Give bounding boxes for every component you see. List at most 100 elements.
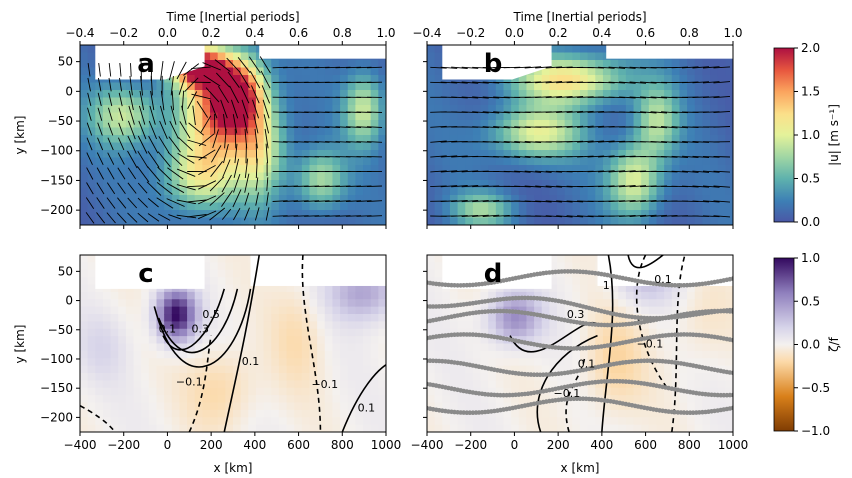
panel-a-field xyxy=(80,45,386,225)
time-tick-label: −0.2 xyxy=(456,26,485,40)
contour-label: 0.3 xyxy=(191,323,209,336)
contour-label: 0.5 xyxy=(202,308,220,321)
contour-line xyxy=(157,288,239,354)
colorbar-tick-label: 1.0 xyxy=(801,251,820,265)
panel-letter-b: b xyxy=(484,49,503,79)
time-tick-label: 0.4 xyxy=(592,26,611,40)
contour-label: −0.1 xyxy=(176,375,203,388)
panel-a-frame xyxy=(79,44,387,226)
ytick-label: −100 xyxy=(40,352,73,366)
panel-c-field xyxy=(80,255,386,432)
colorbar-tick-label: 0.5 xyxy=(801,294,820,308)
ytick-label: 0 xyxy=(65,294,73,308)
xtick-label: 1000 xyxy=(718,438,749,452)
colorbar-tick-label: 0.5 xyxy=(801,172,820,186)
time-tick-label: −0.4 xyxy=(65,26,94,40)
top-xlabel-right: Time [Inertial periods] xyxy=(512,10,646,24)
colorbar-tick-label: −0.5 xyxy=(801,381,830,395)
time-tick-label: 0.8 xyxy=(333,26,352,40)
colorbar-speed xyxy=(773,47,795,223)
contour-label: 1 xyxy=(603,279,610,292)
contour-line xyxy=(341,364,386,432)
colorbar-label-speed: |u| [m s⁻¹] xyxy=(827,104,841,166)
colorbar-vorticity xyxy=(773,257,795,432)
contour-label: 0.1 xyxy=(654,273,672,286)
panel-d-trajectories xyxy=(427,269,733,416)
contour-line xyxy=(301,255,322,432)
colorbar-tick-label: 1.5 xyxy=(801,85,820,99)
top-xlabel-left: Time [Inertial periods] xyxy=(165,10,299,24)
panel-a-mask xyxy=(95,45,205,80)
time-tick-label: 0.0 xyxy=(158,26,177,40)
ylabel-bottom: y [km] xyxy=(13,325,27,364)
bottom-xlabel-right: x [km] xyxy=(561,461,600,475)
time-tick-label: 0.6 xyxy=(636,26,655,40)
xtick-label: −400 xyxy=(64,438,97,452)
panel-letter-d: d xyxy=(484,259,503,289)
ytick-label: −150 xyxy=(40,173,73,187)
contour-label: 0.1 xyxy=(358,402,376,415)
colorbar-tick-label: −1.0 xyxy=(801,424,830,438)
contour-line xyxy=(671,255,686,432)
contour-line xyxy=(153,288,252,368)
time-tick-label: 0.4 xyxy=(245,26,264,40)
xtick-label: 0 xyxy=(511,438,519,452)
time-tick-label: −0.4 xyxy=(412,26,441,40)
panel-c-frame xyxy=(79,254,387,433)
time-tick-label: 0.2 xyxy=(202,26,221,40)
xtick-label: 600 xyxy=(287,438,310,452)
ytick-label: 50 xyxy=(58,55,73,69)
contour-label: −0.1 xyxy=(637,337,664,350)
contour-label: 0.3 xyxy=(567,308,585,321)
ytick-label: 50 xyxy=(58,264,73,278)
panel-letter-c: c xyxy=(138,259,153,289)
time-tick-label: 1.0 xyxy=(723,26,742,40)
xtick-label: −200 xyxy=(454,438,487,452)
xtick-label: 200 xyxy=(200,438,223,452)
xtick-label: −400 xyxy=(411,438,444,452)
contour-line xyxy=(223,255,261,432)
contour-line xyxy=(627,255,664,269)
panel-c-contours xyxy=(80,255,386,432)
time-tick-label: 1.0 xyxy=(376,26,395,40)
panel-c-mask xyxy=(95,255,205,289)
panel-b-field xyxy=(427,45,733,225)
ytick-label: −150 xyxy=(40,381,73,395)
ytick-label: −100 xyxy=(40,144,73,158)
contour-line xyxy=(188,335,212,432)
colorbar-tick-label: 0.0 xyxy=(801,215,820,229)
contour-label: −0.1 xyxy=(311,378,338,391)
contour-label: 0.1 xyxy=(242,355,260,368)
ytick-label: 0 xyxy=(65,84,73,98)
panel-d-frame xyxy=(426,254,734,433)
colorbar-tick-label: 0.0 xyxy=(801,338,820,352)
contour-label: −0.1 xyxy=(554,387,581,400)
contour-line xyxy=(80,405,116,432)
time-tick-label: 0.0 xyxy=(505,26,524,40)
panel-b-frame xyxy=(426,44,734,226)
contour-label: 0.1 xyxy=(159,323,177,336)
ytick-label: −200 xyxy=(40,203,73,217)
time-tick-label: −0.2 xyxy=(109,26,138,40)
xtick-label: 800 xyxy=(331,438,354,452)
time-tick-label: 0.2 xyxy=(549,26,568,40)
xtick-label: 400 xyxy=(243,438,266,452)
xtick-label: 200 xyxy=(547,438,570,452)
bottom-xlabel-left: x [km] xyxy=(214,461,253,475)
colorbar-tick-label: 1.0 xyxy=(801,128,820,142)
contour-label: 0.1 xyxy=(578,358,596,371)
ytick-label: −50 xyxy=(48,323,73,337)
xtick-label: 600 xyxy=(634,438,657,452)
colorbar-label-vorticity: ζ/f xyxy=(827,336,841,352)
xtick-label: 0 xyxy=(164,438,172,452)
ytick-label: −200 xyxy=(40,410,73,424)
xtick-label: 400 xyxy=(590,438,613,452)
time-tick-label: 0.8 xyxy=(680,26,699,40)
ylabel-top: y [km] xyxy=(13,116,27,155)
xtick-label: −200 xyxy=(107,438,140,452)
panel-b-quiver xyxy=(430,66,731,218)
panel-a-quiver xyxy=(85,56,383,224)
ytick-label: −50 xyxy=(48,114,73,128)
xtick-label: 800 xyxy=(678,438,701,452)
